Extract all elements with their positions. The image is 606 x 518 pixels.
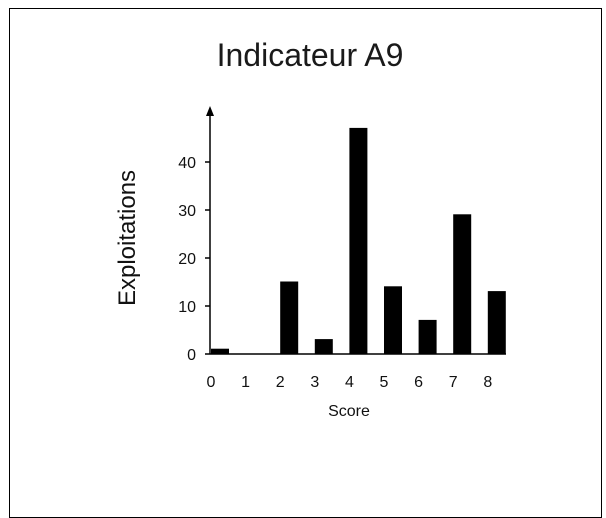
bar-score-5 [384,286,402,355]
y-axis-arrow [206,106,214,116]
bar-score-6 [418,319,437,355]
x-tick-label: 4 [345,374,354,391]
x-tick-label: 7 [449,374,458,391]
x-tick-label: 3 [310,374,319,391]
y-axis-label: Exploitations [114,170,141,306]
x-tick-label: 1 [241,374,250,391]
x-tick-label: 0 [207,374,216,391]
y-axis-ticks: 0 10 20 30 40 [178,155,210,364]
x-tick-label: 6 [414,374,423,391]
bar-score-3 [314,339,333,355]
x-axis-ticks: 0 1 2 3 4 5 6 7 8 [207,374,493,391]
chart-frame [9,8,602,518]
y-tick-label: 30 [178,203,196,220]
y-tick-label: 40 [178,155,196,172]
y-tick-label: 0 [187,347,196,364]
x-tick-label: 8 [483,374,492,391]
y-tick-label: 20 [178,251,196,268]
x-axis-label: Score [328,403,370,420]
bar-score-8 [487,291,506,355]
x-tick-label: 2 [276,374,285,391]
bar-score-2 [280,281,299,355]
bar-score-7 [453,214,472,355]
chart-title: Indicateur A9 [217,37,404,73]
y-tick-label: 10 [178,299,196,316]
bars-group [211,127,506,355]
x-tick-label: 5 [380,374,389,391]
bar-score-4 [349,127,368,355]
